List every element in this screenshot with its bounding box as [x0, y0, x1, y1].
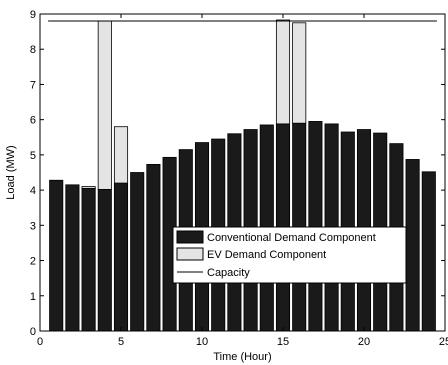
- y-axis-ticks: 0 1 2 3 4 5 6 7 8 9: [30, 9, 445, 338]
- legend-swatch-ev: [176, 247, 204, 261]
- conventional-bar: [130, 172, 145, 332]
- ev-bar: [97, 20, 112, 190]
- y-tick-label: 2: [30, 256, 36, 268]
- conventional-bar: [308, 121, 323, 332]
- y-tick-label: 9: [30, 9, 36, 21]
- y-tick-label: 7: [30, 79, 36, 91]
- conventional-bar: [405, 159, 420, 332]
- x-axis-label: Time (Hour): [213, 351, 271, 363]
- legend-swatch-conventional: [176, 230, 204, 244]
- legend: Conventional Demand Component EV Demand …: [172, 226, 407, 284]
- ev-bar: [113, 126, 129, 184]
- y-tick-label: 6: [30, 115, 36, 127]
- y-tick-label: 3: [30, 220, 36, 232]
- y-tick-label: 0: [30, 326, 36, 338]
- legend-label-conventional: Conventional Demand Component: [207, 232, 376, 244]
- ev-bar: [275, 19, 291, 125]
- ev-bar: [81, 186, 96, 189]
- plot-frame: [39, 13, 446, 332]
- legend-box: [172, 226, 407, 284]
- legend-label-capacity: Capacity: [207, 267, 250, 279]
- x-axis-ticks: 0 5 10 15 20 25: [37, 14, 448, 348]
- conventional-bar: [421, 171, 436, 332]
- conventional-bar: [146, 163, 161, 332]
- x-tick-label: 10: [196, 336, 208, 348]
- x-tick-label: 20: [358, 336, 370, 348]
- conventional-bar: [49, 179, 64, 332]
- legend-label-ev: EV Demand Component: [207, 249, 326, 261]
- x-tick-label: 15: [277, 336, 289, 348]
- y-axis-label: Load (MW): [5, 145, 17, 199]
- conventional-bar: [65, 184, 80, 332]
- y-tick-label: 1: [30, 291, 36, 303]
- conventional-bar: [113, 182, 129, 332]
- x-tick-label: 25: [439, 336, 448, 348]
- ev-bars-group: [81, 19, 307, 190]
- x-tick-label: 5: [118, 336, 124, 348]
- conventional-bar: [97, 189, 112, 332]
- y-tick-label: 4: [30, 185, 36, 197]
- y-tick-label: 5: [30, 150, 36, 162]
- conventional-bar: [81, 187, 96, 332]
- x-tick-label: 0: [37, 336, 43, 348]
- y-tick-label: 8: [30, 44, 36, 56]
- ev-bar: [292, 22, 307, 124]
